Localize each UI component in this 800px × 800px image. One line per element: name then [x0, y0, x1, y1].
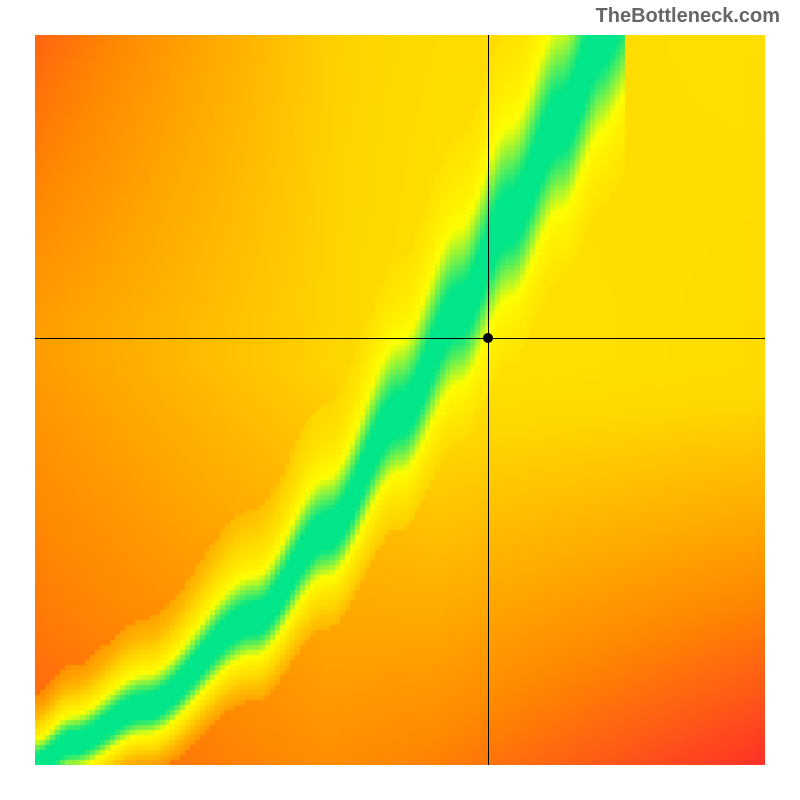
crosshair-vertical	[488, 35, 489, 765]
chart-area	[35, 35, 765, 765]
watermark-text: TheBottleneck.com	[596, 5, 780, 28]
heatmap-canvas	[35, 35, 765, 765]
chart-container: TheBottleneck.com	[0, 0, 800, 800]
intersection-marker	[483, 333, 493, 343]
crosshair-horizontal	[35, 338, 765, 339]
